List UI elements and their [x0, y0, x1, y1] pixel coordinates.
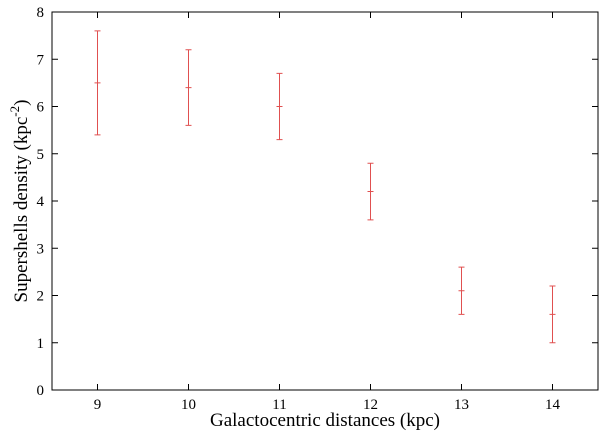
- data-point: [185, 84, 192, 91]
- y-axis-label-end: ): [11, 100, 32, 106]
- y-tick-label: 7: [37, 52, 45, 68]
- data-point: [458, 287, 465, 294]
- y-axis-label-sup: -2: [7, 106, 22, 117]
- data-point: [549, 311, 556, 318]
- x-tick-label: 11: [272, 397, 286, 413]
- data-point: [94, 79, 101, 86]
- y-axis-label: Supershells density (kpc-2): [7, 100, 32, 303]
- y-tick-label: 4: [37, 194, 45, 210]
- x-tick-label: 9: [94, 397, 102, 413]
- y-tick-label: 0: [37, 383, 45, 399]
- y-tick-label: 5: [37, 147, 45, 163]
- y-tick-label: 8: [37, 5, 45, 21]
- data-point: [367, 188, 374, 195]
- y-tick-label: 2: [37, 289, 45, 305]
- x-tick-label: 12: [363, 397, 378, 413]
- y-axis-label-text: Supershells density (kpc: [11, 117, 32, 303]
- y-tick-label: 6: [37, 100, 45, 116]
- x-axis-label: Galactocentric distances (kpc): [210, 410, 440, 431]
- x-tick-label: 13: [454, 397, 469, 413]
- y-tick-label: 3: [37, 241, 45, 257]
- x-tick-label: 14: [545, 397, 561, 413]
- y-tick-label: 1: [37, 336, 45, 352]
- x-tick-label: 10: [181, 397, 196, 413]
- plot-frame: [51, 11, 599, 391]
- data-point: [276, 103, 283, 110]
